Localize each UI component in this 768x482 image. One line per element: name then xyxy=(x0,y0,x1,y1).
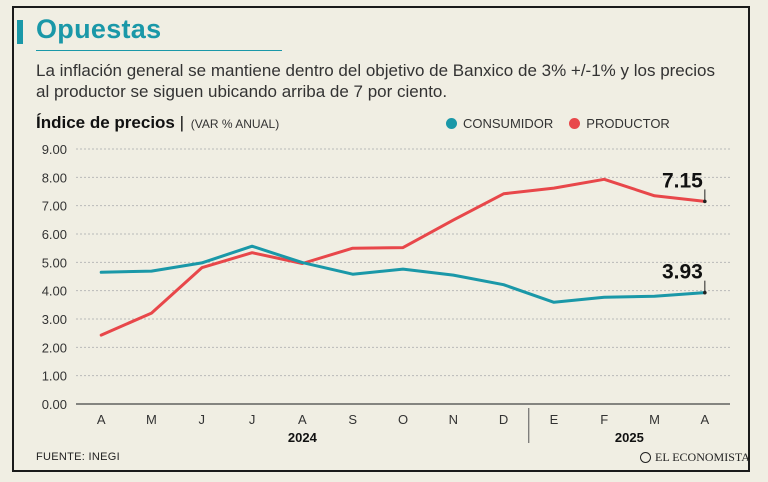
title-accent-bar xyxy=(17,20,23,44)
y-tick-label: 2.00 xyxy=(42,340,67,355)
legend-item-consumidor: CONSUMIDOR xyxy=(446,116,553,131)
title-underline xyxy=(36,50,282,51)
legend-label-consumidor: CONSUMIDOR xyxy=(463,116,554,131)
x-tick-label: J xyxy=(249,412,256,427)
chart-title: Índice de precios | (VAR % ANUAL) xyxy=(36,113,279,133)
y-tick-label: 9.00 xyxy=(42,142,67,157)
year-label: 2024 xyxy=(288,430,318,445)
brand-name: EL ECONOMISTA xyxy=(655,450,750,464)
x-tick-label: A xyxy=(97,412,106,427)
y-tick-label: 0.00 xyxy=(42,397,67,412)
chart-title-separator: | xyxy=(179,113,189,132)
chart-unit: (VAR % ANUAL) xyxy=(190,117,280,131)
page-title: Opuestas xyxy=(36,14,162,44)
end-point-marker xyxy=(703,199,707,204)
x-tick-label: O xyxy=(398,412,408,427)
x-tick-label: N xyxy=(449,412,458,427)
x-tick-label: A xyxy=(701,412,710,427)
end-point-marker xyxy=(703,290,707,295)
end-value-label: 3.93 xyxy=(662,261,703,284)
y-tick-label: 6.00 xyxy=(42,227,67,242)
legend-dot-productor xyxy=(569,118,581,129)
x-tick-label: A xyxy=(298,412,307,427)
y-tick-label: 8.00 xyxy=(42,170,67,185)
x-tick-label: J xyxy=(199,412,206,427)
legend-label-productor: PRODUCTOR xyxy=(586,116,670,131)
brand-logo-icon xyxy=(640,452,651,463)
x-tick-label: M xyxy=(649,412,660,427)
x-tick-label: D xyxy=(499,412,508,427)
chart-frame xyxy=(12,6,750,472)
end-value-label: 7.15 xyxy=(662,169,703,192)
x-tick-label: S xyxy=(348,412,357,427)
y-tick-label: 7.00 xyxy=(42,199,67,214)
y-tick-label: 5.00 xyxy=(42,255,67,270)
page-subtitle: La inflación general se mantiene dentro … xyxy=(36,61,715,101)
y-tick-label: 3.00 xyxy=(42,312,67,327)
legend: CONSUMIDOR PRODUCTOR xyxy=(446,116,670,131)
chart-title-text: Índice de precios xyxy=(36,113,175,132)
y-tick-label: 4.00 xyxy=(42,284,67,299)
legend-dot-consumidor xyxy=(446,118,457,129)
source-note: FUENTE: INEGI xyxy=(36,451,120,463)
y-tick-label: 1.00 xyxy=(42,369,67,384)
x-tick-label: M xyxy=(146,412,157,427)
brand: EL ECONOMISTA xyxy=(640,450,750,465)
x-tick-label: F xyxy=(600,412,608,427)
series-line-consumidor xyxy=(99,244,707,304)
series-line-productor xyxy=(99,177,707,337)
legend-item-productor: PRODUCTOR xyxy=(569,116,670,131)
year-label: 2025 xyxy=(615,430,644,445)
x-tick-label: E xyxy=(550,412,559,427)
